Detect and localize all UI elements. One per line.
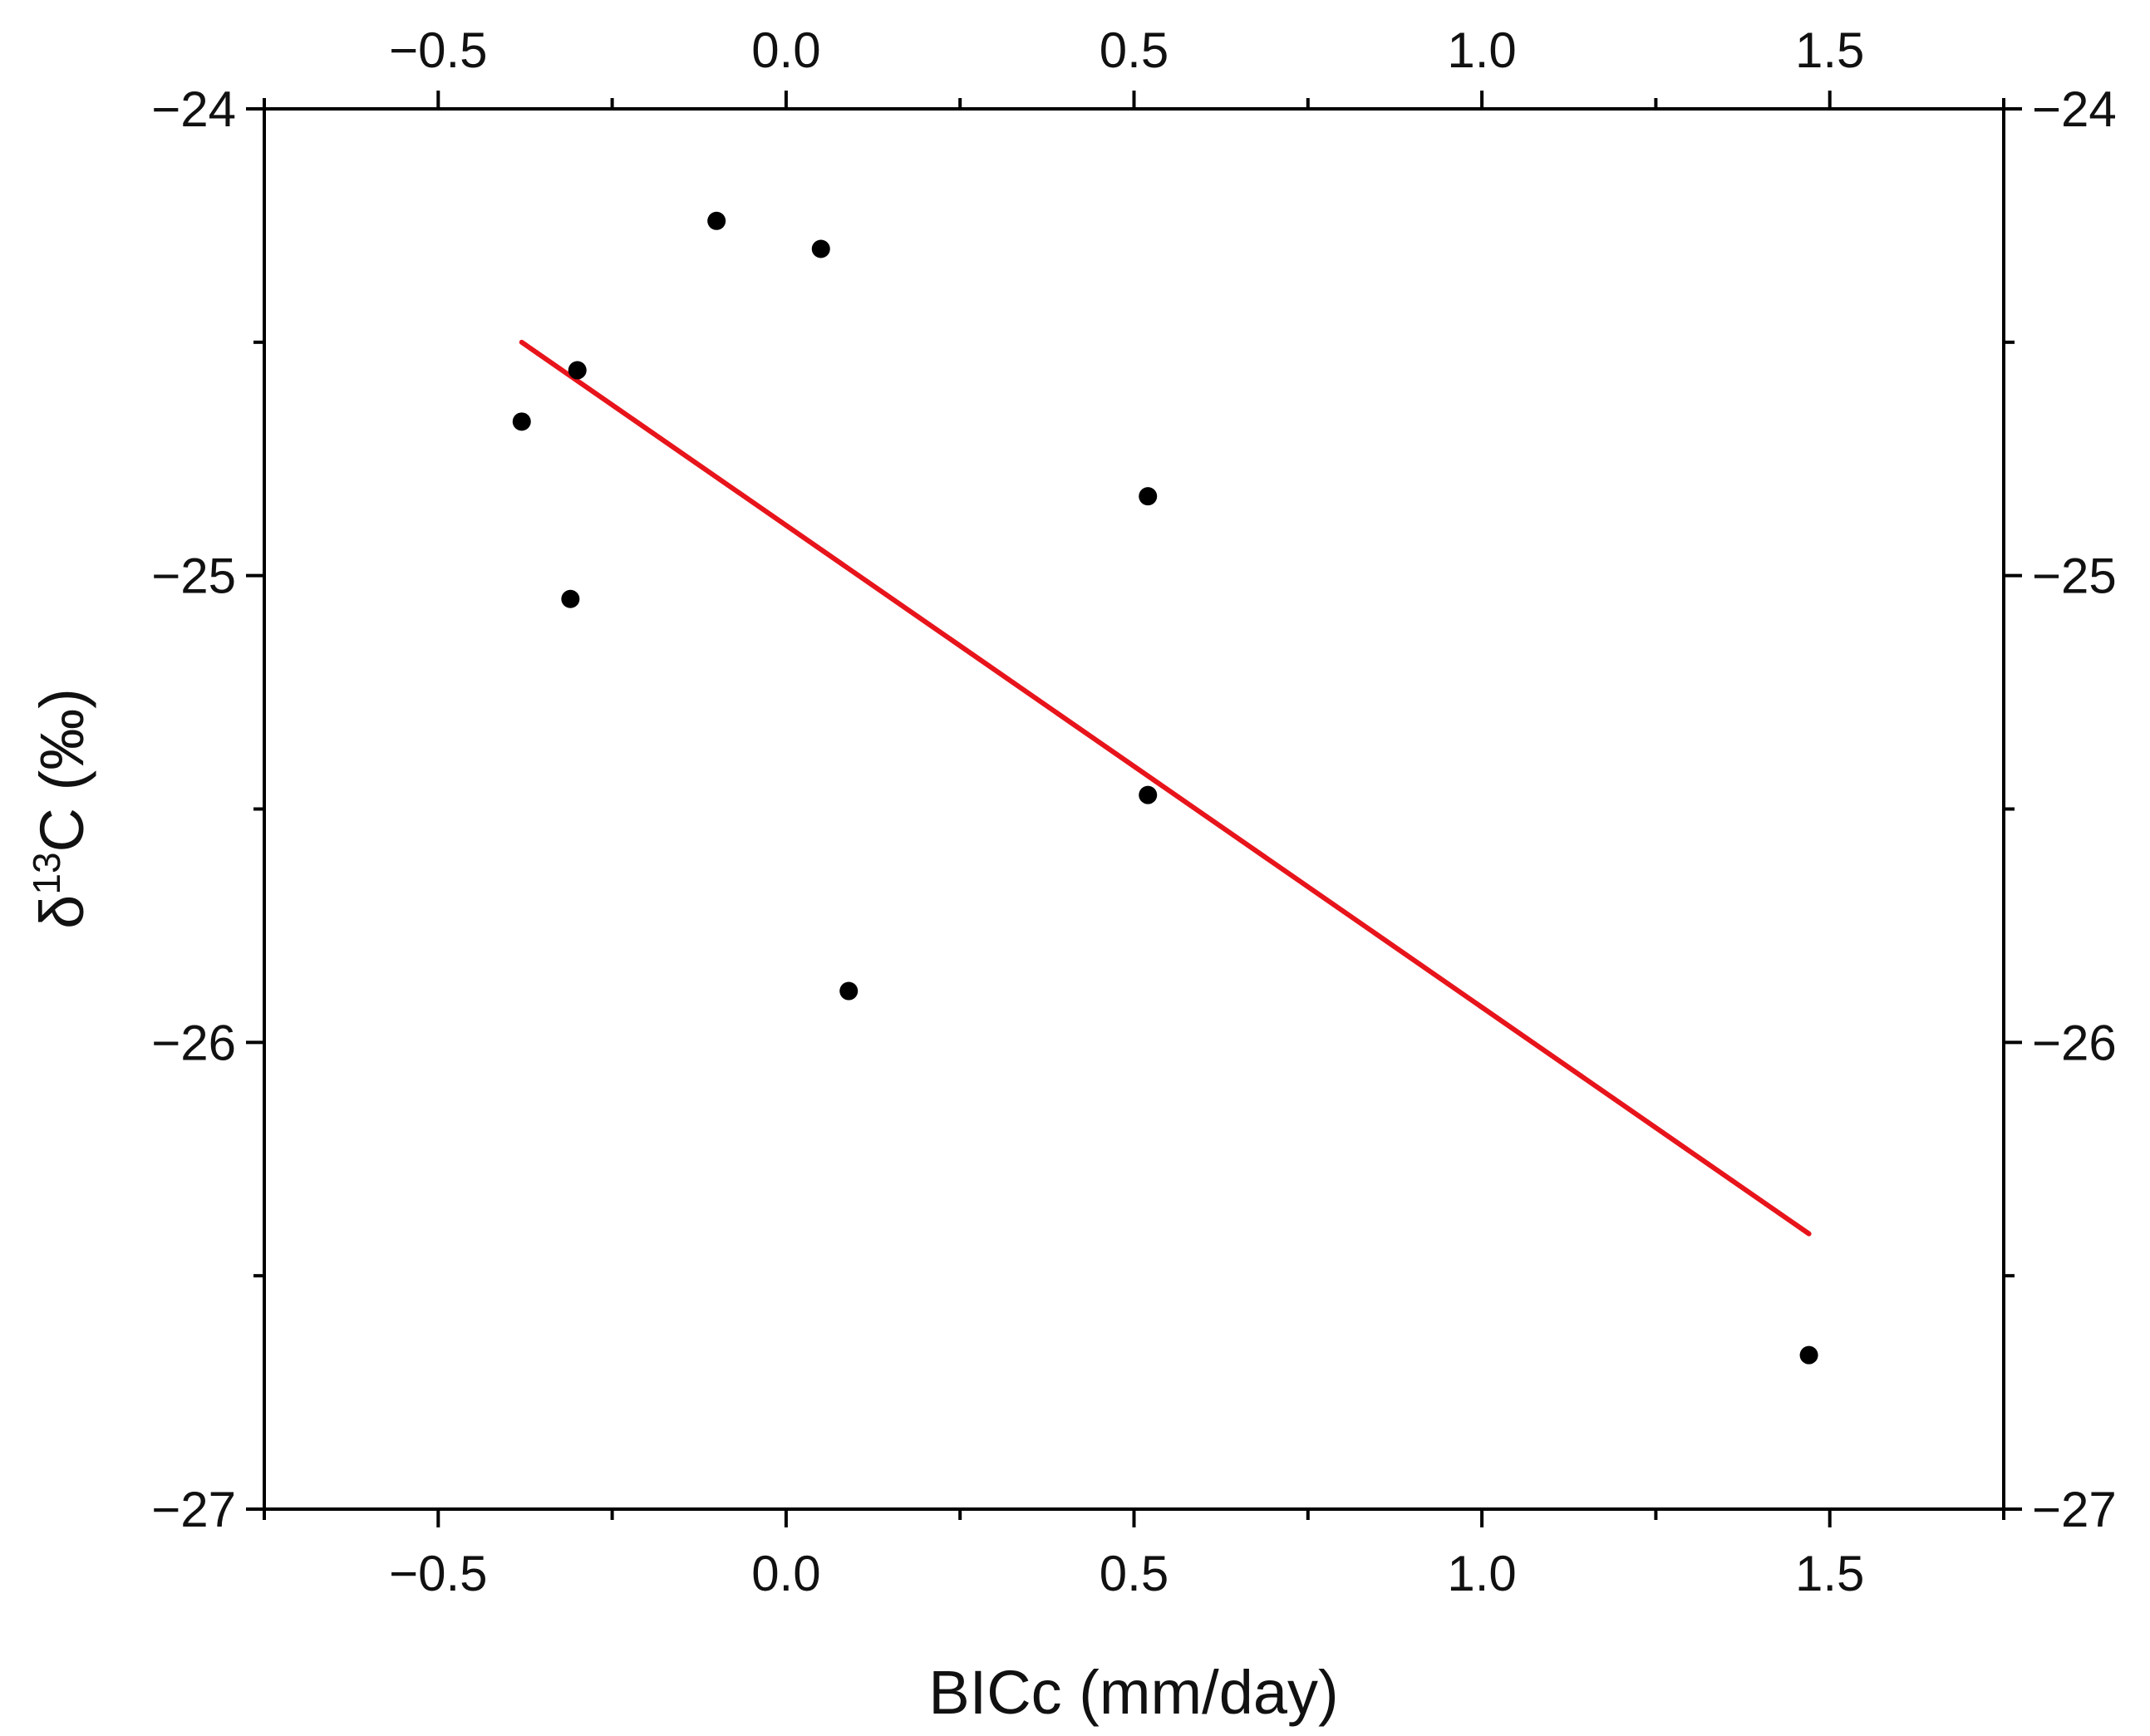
y-tick-label-right: −24 bbox=[2032, 81, 2117, 137]
fit-line bbox=[519, 339, 1812, 1237]
data-point bbox=[1799, 1345, 1818, 1365]
x-tick-label-top: 1.0 bbox=[1447, 22, 1516, 78]
y-tick-label-left: −27 bbox=[151, 1482, 236, 1537]
y-axis-title-prefix: δ bbox=[27, 895, 96, 929]
y-tick-label-right: −25 bbox=[2032, 548, 2117, 604]
points-layer bbox=[512, 211, 1818, 1365]
x-tick-label-bottom: −0.5 bbox=[389, 1546, 487, 1601]
y-tick-label-right: −26 bbox=[2032, 1015, 2117, 1070]
plot-frame bbox=[263, 107, 2005, 1511]
data-point bbox=[1139, 785, 1158, 804]
x-axis-title: BICc (mm/day) bbox=[928, 1658, 1338, 1727]
ticks-layer: −0.5 −0.5 0.0 0.0 0.5 0.5 1.0 1.0 1.5 1.5 −27 −27 −2… bbox=[151, 22, 2117, 1601]
data-point bbox=[512, 412, 531, 431]
data-point bbox=[568, 361, 587, 380]
x-tick-label-bottom: 1.0 bbox=[1447, 1546, 1516, 1601]
y-tick-label-left: −25 bbox=[151, 548, 236, 604]
data-point bbox=[561, 589, 580, 608]
y-tick-label-right: −27 bbox=[2032, 1482, 2117, 1537]
fit-layer bbox=[519, 339, 1812, 1237]
y-tick-label-left: −24 bbox=[151, 81, 236, 137]
y-tick-label-left: −26 bbox=[151, 1015, 236, 1070]
data-point bbox=[1139, 487, 1158, 506]
y-axis-title: δ13C (‰) bbox=[25, 688, 96, 929]
x-tick-label-top: 0.0 bbox=[751, 22, 820, 78]
y-axis-title-superscript: 13 bbox=[25, 852, 68, 894]
x-tick-label-bottom: 0.0 bbox=[751, 1546, 820, 1601]
y-axis-title-suffix: C (‰) bbox=[27, 688, 96, 852]
x-tick-label-bottom: 0.5 bbox=[1100, 1546, 1168, 1601]
data-point bbox=[839, 981, 859, 1001]
x-tick-label-top: 1.5 bbox=[1795, 22, 1864, 78]
x-tick-label-bottom: 1.5 bbox=[1795, 1546, 1864, 1601]
x-tick-label-top: 0.5 bbox=[1100, 22, 1168, 78]
data-point bbox=[707, 211, 726, 230]
x-tick-label-top: −0.5 bbox=[389, 22, 487, 78]
data-point bbox=[811, 239, 830, 258]
